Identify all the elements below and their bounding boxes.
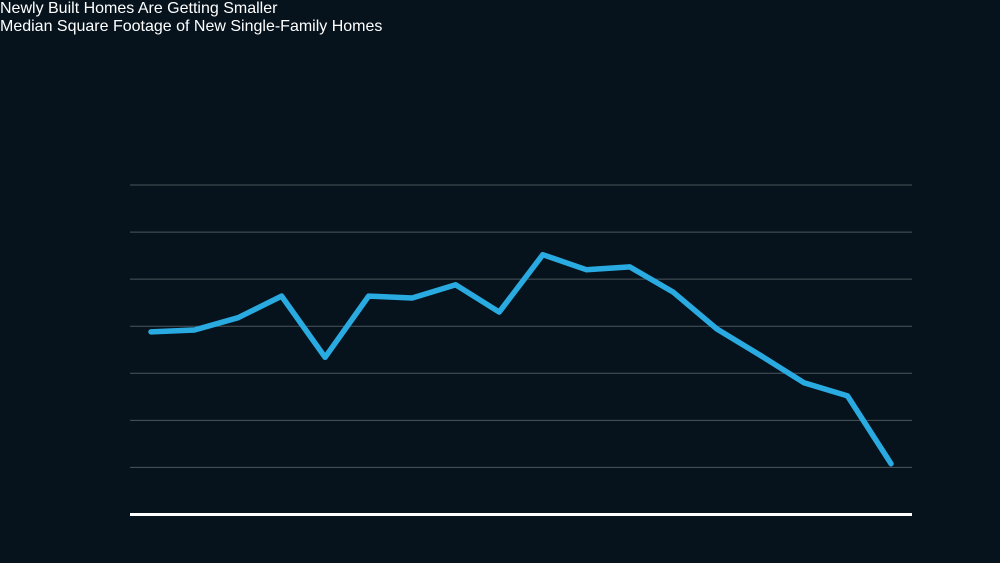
data-line (148, 251, 894, 467)
page-title: Newly Built Homes Are Getting Smaller (0, 0, 278, 17)
page-subtitle: Median Square Footage of New Single-Fami… (0, 18, 383, 35)
line-chart (130, 184, 912, 516)
